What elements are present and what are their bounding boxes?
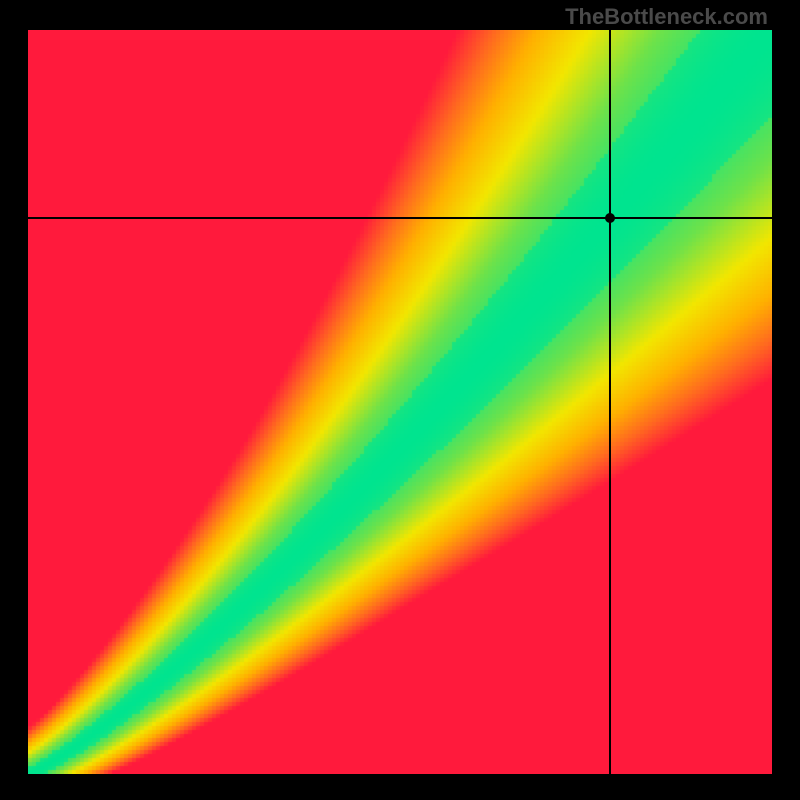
heatmap-canvas <box>28 30 772 774</box>
watermark-text: TheBottleneck.com <box>565 4 768 30</box>
crosshair-marker[interactable] <box>605 213 615 223</box>
crosshair-horizontal <box>28 217 772 219</box>
plot-area <box>28 30 772 774</box>
chart-container: TheBottleneck.com <box>0 0 800 800</box>
crosshair-vertical <box>609 30 611 774</box>
